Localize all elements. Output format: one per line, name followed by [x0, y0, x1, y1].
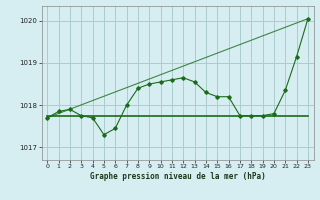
X-axis label: Graphe pression niveau de la mer (hPa): Graphe pression niveau de la mer (hPa)	[90, 172, 266, 181]
